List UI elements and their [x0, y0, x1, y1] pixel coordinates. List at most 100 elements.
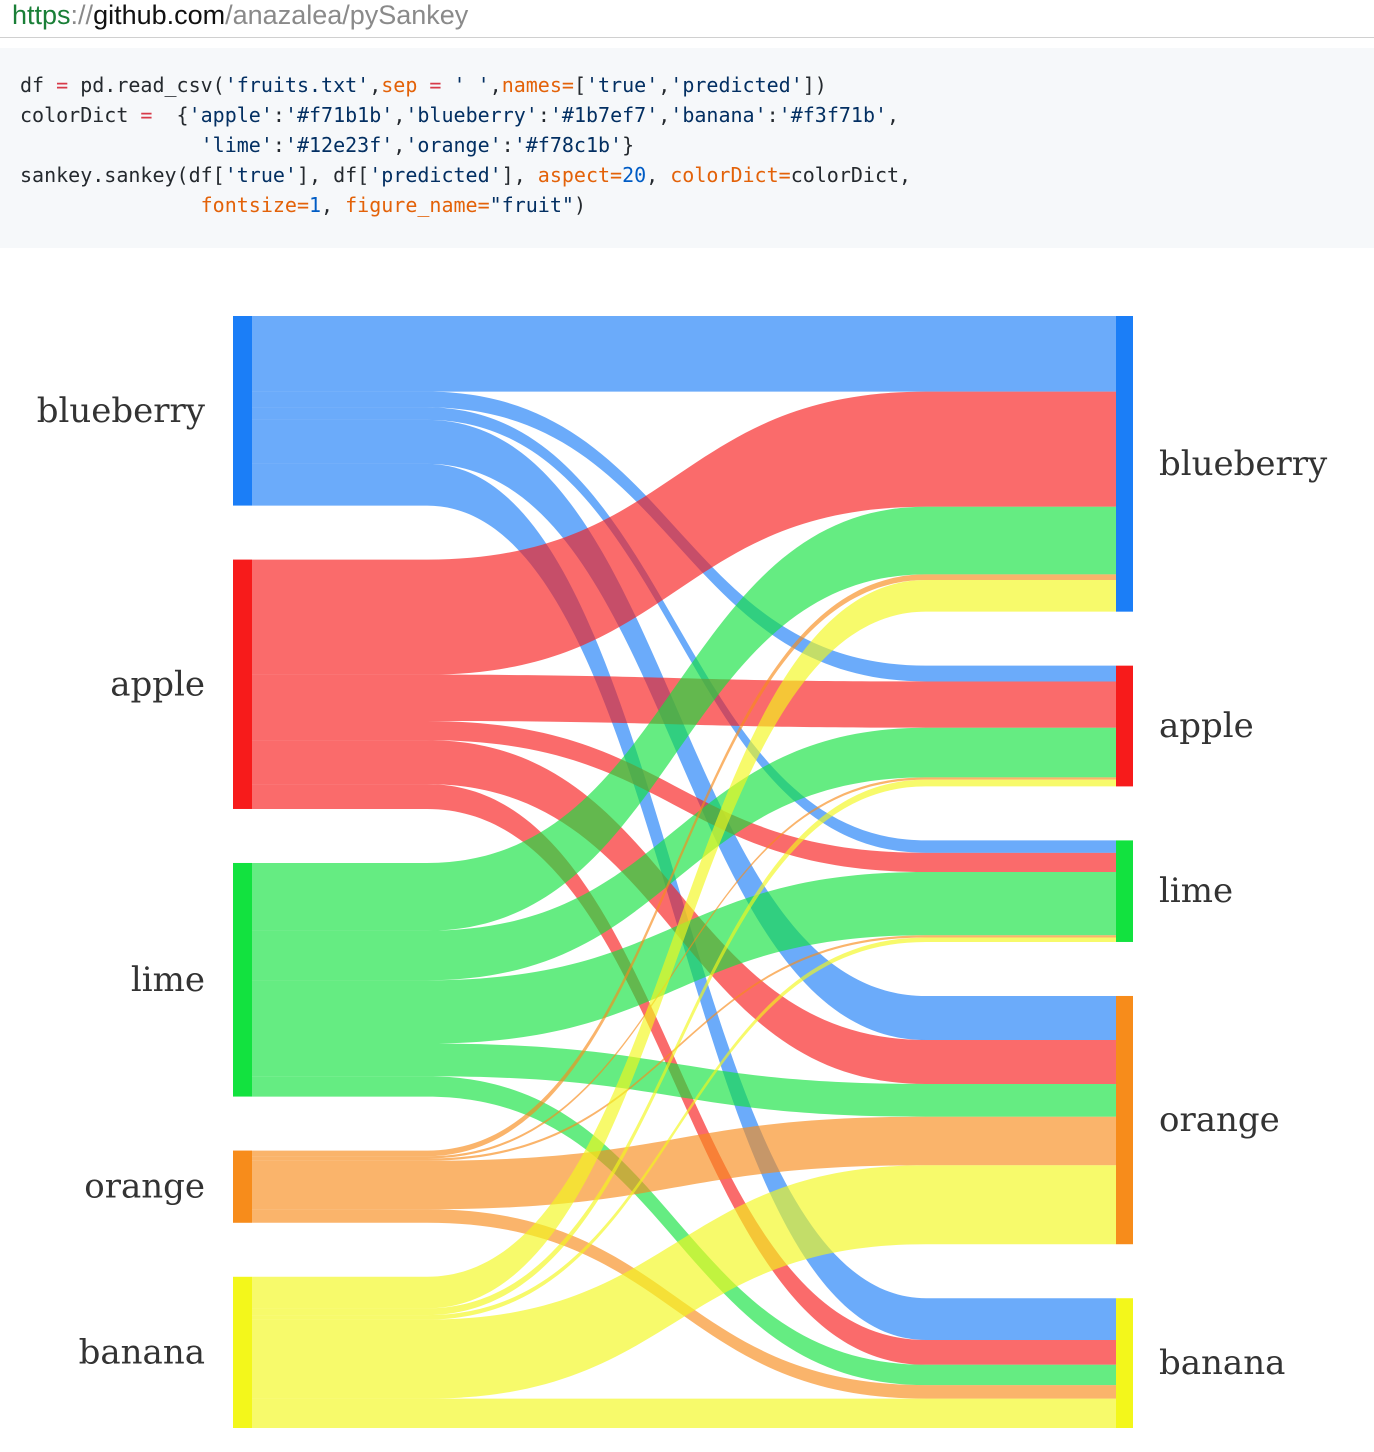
code-token: ,: [321, 193, 346, 217]
code-token: fontsize=: [200, 193, 309, 217]
code-token: }: [622, 133, 635, 157]
code-token: =: [56, 73, 69, 97]
left-label-banana: banana: [79, 1332, 205, 1372]
code-token: figure_name=: [345, 193, 490, 217]
code-token: colorDict,: [790, 163, 912, 187]
right-node-bar-orange: [1116, 995, 1133, 1245]
url-host: github.com: [93, 0, 226, 30]
code-token: 'blueberry': [405, 103, 538, 127]
code-token: ]): [802, 73, 827, 97]
code-token: names=: [501, 73, 574, 97]
url-path: /anazalea/pySankey: [225, 0, 469, 30]
code-line-3: 'lime':'#12e23f','orange':'#f78c1b'}: [20, 130, 1374, 160]
flow-banana-to-orange: [252, 1165, 1116, 1399]
code-block: df = pd.read_csv('fruits.txt',sep = ' ',…: [0, 48, 1374, 248]
url-scheme: https: [12, 0, 71, 30]
right-label-lime: lime: [1159, 871, 1233, 911]
right-node-bar-apple: [1116, 665, 1133, 787]
flow-blueberry-to-blueberry: [252, 316, 1116, 392]
code-token: 'true': [224, 163, 297, 187]
code-token: colorDict=: [670, 163, 791, 187]
url-separator: ://: [70, 0, 94, 30]
code-token: '#f78c1b': [513, 133, 623, 157]
code-line-5: fontsize=1, figure_name="fruit"): [20, 190, 1374, 220]
right-label-banana: banana: [1159, 1343, 1285, 1383]
left-label-blueberry: blueberry: [37, 391, 206, 431]
code-token: =: [417, 73, 454, 97]
code-token: colorDict: [20, 103, 141, 127]
code-token: 20: [622, 163, 647, 187]
code-token: '#12e23f': [284, 133, 394, 157]
code-token: ,: [393, 103, 406, 127]
code-token: 'true': [585, 73, 659, 97]
code-token: ,: [658, 73, 671, 97]
code-token: pd.read_csv(: [68, 73, 225, 97]
code-token: :: [272, 133, 285, 157]
code-token: 'orange': [405, 133, 502, 157]
code-token: ,: [489, 73, 502, 97]
flow-layer: [252, 316, 1116, 1428]
code-token: '#f3f71b': [778, 103, 888, 127]
right-label-blueberry: blueberry: [1159, 444, 1328, 484]
code-token: [20, 133, 201, 157]
code-token: ): [573, 193, 586, 217]
code-token: 'predicted': [369, 163, 502, 187]
code-line-2: colorDict = {'apple':'#f71b1b','blueberr…: [20, 100, 1374, 130]
code-token: :: [766, 103, 779, 127]
code-token: ,: [646, 163, 671, 187]
right-node-bar-lime: [1116, 840, 1133, 942]
code-token: ],: [501, 163, 538, 187]
code-token: sankey.sankey(df[: [20, 163, 225, 187]
code-line-4: sankey.sankey(df['true'], df['predicted'…: [20, 160, 1374, 190]
right-node-bar-banana: [1116, 1298, 1133, 1428]
code-token: '#1b7ef7': [549, 103, 659, 127]
code-token: {: [152, 103, 189, 127]
left-node-bar-orange: [233, 1150, 252, 1223]
flow-lime-to-orange: [252, 1043, 1116, 1117]
left-node-bar-banana: [233, 1276, 252, 1428]
flow-lime-to-banana: [252, 1076, 1116, 1386]
url-bar[interactable]: https://github.com/anazalea/pySankey: [0, 0, 1374, 38]
code-token: 'fruits.txt': [224, 73, 370, 97]
code-line-1: df = pd.read_csv('fruits.txt',sep = ' ',…: [20, 70, 1374, 100]
code-token: '#f71b1b': [284, 103, 394, 127]
code-token: 1: [309, 193, 322, 217]
left-node-bar-apple: [233, 559, 252, 809]
code-token: [20, 193, 201, 217]
code-token: df: [20, 73, 57, 97]
code-token: "fruit": [489, 193, 574, 217]
code-token: ,: [658, 103, 671, 127]
flow-orange-to-orange: [252, 1116, 1116, 1210]
right-node-bar-blueberry: [1116, 316, 1133, 612]
code-token: 'predicted': [670, 73, 803, 97]
code-token: :: [272, 103, 285, 127]
code-token: aspect=: [537, 163, 623, 187]
sankey-diagram: blueberry apple lime orange banana blueberry a…: [37, 316, 1328, 1428]
code-token: 'apple': [188, 103, 273, 127]
left-node-bar-lime: [233, 862, 252, 1097]
left-node-bar-blueberry: [233, 316, 252, 506]
code-token: ,: [887, 103, 900, 127]
right-label-apple: apple: [1159, 706, 1254, 746]
code-token: ,: [369, 73, 382, 97]
code-token: sep: [381, 73, 418, 97]
code-token: ,: [393, 133, 406, 157]
flow-lime-to-lime: [252, 872, 1116, 1044]
code-token: ' ': [453, 73, 490, 97]
code-token: [: [573, 73, 586, 97]
left-label-apple: apple: [110, 664, 205, 704]
code-token: ], df[: [296, 163, 370, 187]
code-token: :: [537, 103, 550, 127]
flow-lime-to-apple: [252, 727, 1116, 981]
left-label-orange: orange: [84, 1167, 205, 1207]
flow-lime-to-blueberry: [252, 506, 1116, 931]
flow-apple-to-blueberry: [252, 391, 1116, 675]
flow-banana-to-banana: [252, 1398, 1116, 1428]
left-label-lime: lime: [131, 960, 205, 1000]
flow-apple-to-lime: [252, 720, 1116, 872]
right-label-orange: orange: [1159, 1100, 1280, 1140]
code-token: :: [501, 133, 514, 157]
code-token: 'lime': [200, 133, 273, 157]
code-token: =: [140, 103, 153, 127]
code-token: 'banana': [670, 103, 767, 127]
